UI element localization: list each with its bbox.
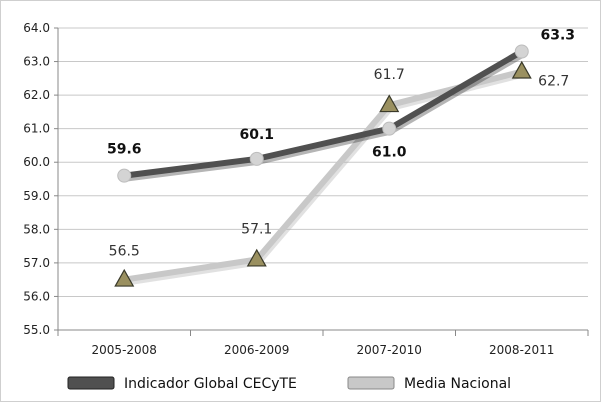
data-point-triangle bbox=[246, 248, 267, 267]
y-tick-label: 64.0 bbox=[23, 21, 50, 35]
legend-swatch bbox=[347, 376, 395, 390]
y-tick-label: 63.0 bbox=[23, 55, 50, 69]
series-indicador-global bbox=[117, 44, 529, 183]
legend-item: Indicador Global CECyTE bbox=[67, 376, 297, 392]
y-tick-label: 62.0 bbox=[23, 88, 50, 102]
data-point-circle bbox=[514, 44, 529, 59]
data-labels: 59.6 60.1 61.0 63.3 56.5 57.1 61.7 62.7 bbox=[107, 27, 575, 259]
y-tick-label: 58.0 bbox=[23, 222, 50, 236]
x-tick-label: 2007-2010 bbox=[357, 343, 422, 357]
x-tick-label: 2005-2008 bbox=[92, 343, 157, 357]
y-axis-ticks: 55.0 56.0 57.0 58.0 59.0 60.0 61.0 62.0 63.0 64.0 bbox=[23, 21, 50, 337]
legend-label: Media Nacional bbox=[404, 376, 511, 392]
data-label: 56.5 bbox=[109, 244, 140, 260]
y-tick-label: 56.0 bbox=[23, 289, 50, 303]
y-tick-label: 55.0 bbox=[23, 323, 50, 337]
data-label: 60.1 bbox=[239, 127, 274, 143]
data-label: 59.6 bbox=[107, 142, 142, 158]
data-point-circle bbox=[117, 168, 132, 183]
x-tick-label: 2006-2009 bbox=[224, 343, 289, 357]
legend-item: Media Nacional bbox=[347, 376, 511, 392]
legend-label: Indicador Global CECyTE bbox=[124, 376, 297, 392]
y-tick-label: 60.0 bbox=[23, 155, 50, 169]
series-layer bbox=[114, 44, 532, 287]
x-tick-label: 2008-2011 bbox=[489, 343, 554, 357]
legend: Indicador Global CECyTE Media Nacional bbox=[67, 376, 511, 392]
y-tick-label: 59.0 bbox=[23, 189, 50, 203]
x-axis-ticks: 2005-2008 2006-2009 2007-2010 2008-2011 bbox=[92, 343, 555, 357]
data-point-circle bbox=[249, 151, 264, 166]
legend-swatch bbox=[67, 376, 115, 390]
series-line bbox=[121, 48, 525, 179]
data-label: 61.0 bbox=[372, 145, 407, 161]
data-label: 63.3 bbox=[540, 27, 575, 43]
data-point-triangle bbox=[511, 60, 532, 79]
axes bbox=[54, 27, 589, 336]
data-label: 57.1 bbox=[241, 222, 272, 238]
data-point-triangle bbox=[114, 268, 135, 287]
data-point-triangle bbox=[379, 94, 400, 113]
data-label: 61.7 bbox=[374, 67, 405, 83]
y-tick-label: 57.0 bbox=[23, 256, 50, 270]
data-point-circle bbox=[382, 121, 397, 136]
data-label: 62.7 bbox=[538, 74, 569, 90]
y-tick-label: 61.0 bbox=[23, 122, 50, 136]
